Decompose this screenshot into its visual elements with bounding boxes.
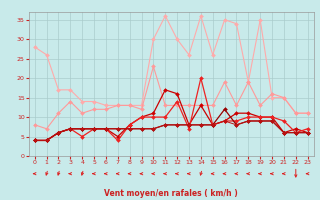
Text: Vent moyen/en rafales ( km/h ): Vent moyen/en rafales ( km/h ) bbox=[104, 189, 238, 198]
